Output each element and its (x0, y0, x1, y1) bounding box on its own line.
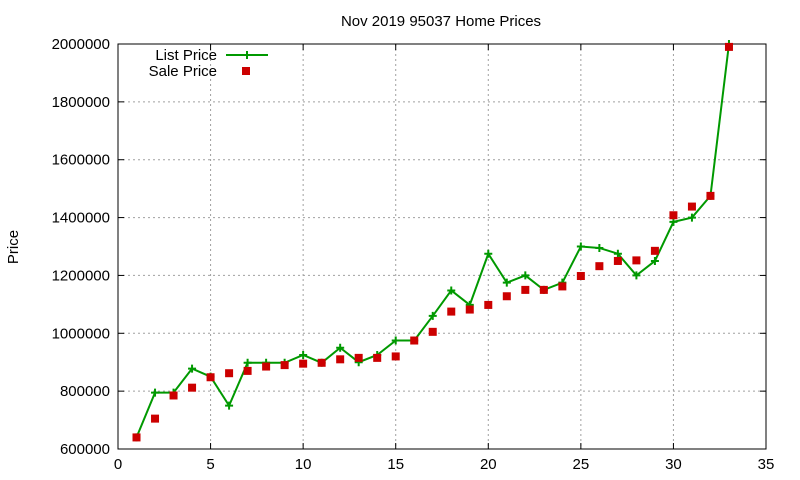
list-price-point (447, 286, 456, 295)
sale-price-point (151, 414, 160, 423)
sale-price-point (595, 262, 604, 271)
sale-price-point (410, 336, 419, 345)
sale-price-point (243, 366, 252, 375)
list-price-point (576, 242, 585, 251)
sale-price-point (262, 362, 271, 371)
list-price-point (243, 358, 252, 367)
list-price-point (299, 350, 308, 359)
sale-price-point (428, 327, 437, 336)
x-tick-label: 25 (573, 456, 590, 473)
list-price-point (428, 311, 437, 320)
x-tick-label: 30 (665, 456, 682, 473)
sale-price-point (687, 202, 696, 211)
legend-label-sale-price: Sale Price (149, 63, 217, 80)
grid (118, 44, 766, 449)
list-price-point (484, 249, 493, 258)
sale-price-point (206, 373, 215, 382)
list-price-point (521, 271, 530, 280)
sale-price-point (632, 256, 641, 265)
sale-price-point (650, 246, 659, 255)
sale-price-point (317, 358, 326, 367)
legend-marker-sale-price (242, 67, 250, 75)
legend-label-list-price: List Price (155, 47, 217, 64)
x-tick-label: 15 (387, 456, 404, 473)
sale-price-point (188, 383, 197, 392)
sale-price-point (169, 391, 178, 400)
x-axis: 0 5 10 15 20 25 30 35 (114, 44, 775, 473)
sale-price-point (484, 300, 493, 309)
sale-price-point (502, 292, 511, 301)
sale-price-point (576, 272, 585, 281)
sale-price-point (336, 355, 345, 364)
x-tick-label: 10 (295, 456, 312, 473)
list-price-point (391, 336, 400, 345)
y-tick-label: 600000 (60, 441, 110, 458)
y-tick-label: 1200000 (52, 267, 110, 284)
sale-price-point (280, 361, 289, 370)
legend: List Price Sale Price (149, 47, 268, 80)
sale-price-point (465, 305, 474, 314)
list-price-point (650, 256, 659, 265)
y-tick-label: 2000000 (52, 36, 110, 53)
y-tick-label: 1800000 (52, 94, 110, 111)
y-tick-label: 1600000 (52, 152, 110, 169)
list-price-point (595, 243, 604, 252)
sale-price-point (373, 353, 382, 362)
sale-price-point (724, 42, 733, 51)
x-tick-label: 0 (114, 456, 122, 473)
list-price-point (188, 364, 197, 373)
sale-price-point (706, 191, 715, 200)
y-tick-label: 1400000 (52, 210, 110, 227)
chart-title: Nov 2019 95037 Home Prices (341, 13, 541, 30)
list-price-point (151, 388, 160, 397)
plot-frame (117, 43, 767, 450)
series-sale-price (132, 42, 733, 442)
x-tick-label: 35 (758, 456, 775, 473)
sale-price-point (539, 285, 548, 294)
list-price-point (687, 213, 696, 222)
list-price-line (135, 43, 730, 438)
sale-price-point (613, 256, 622, 265)
sale-price-point (132, 433, 141, 442)
list-price-point (613, 249, 622, 258)
sale-price-point (447, 307, 456, 316)
sale-price-point (391, 352, 400, 361)
sale-price-point (299, 359, 308, 368)
sale-price-point (225, 369, 234, 378)
x-tick-label: 5 (206, 456, 214, 473)
y-axis: 600000 800000 1000000 1200000 1400000 1600000… (52, 36, 766, 458)
list-price-point (225, 401, 234, 410)
series-list-price (132, 40, 733, 442)
y-tick-label: 1000000 (52, 325, 110, 342)
list-price-point (502, 278, 511, 287)
legend-marker-list-price (243, 51, 251, 59)
list-price-point (336, 343, 345, 352)
y-axis-label: Price (5, 230, 22, 264)
list-price-point (632, 271, 641, 280)
sale-price-point (558, 282, 567, 291)
y-tick-label: 800000 (60, 383, 110, 400)
sale-price-point (354, 353, 363, 362)
x-tick-label: 20 (480, 456, 497, 473)
sale-price-point (669, 211, 678, 220)
sale-price-point (521, 285, 530, 294)
